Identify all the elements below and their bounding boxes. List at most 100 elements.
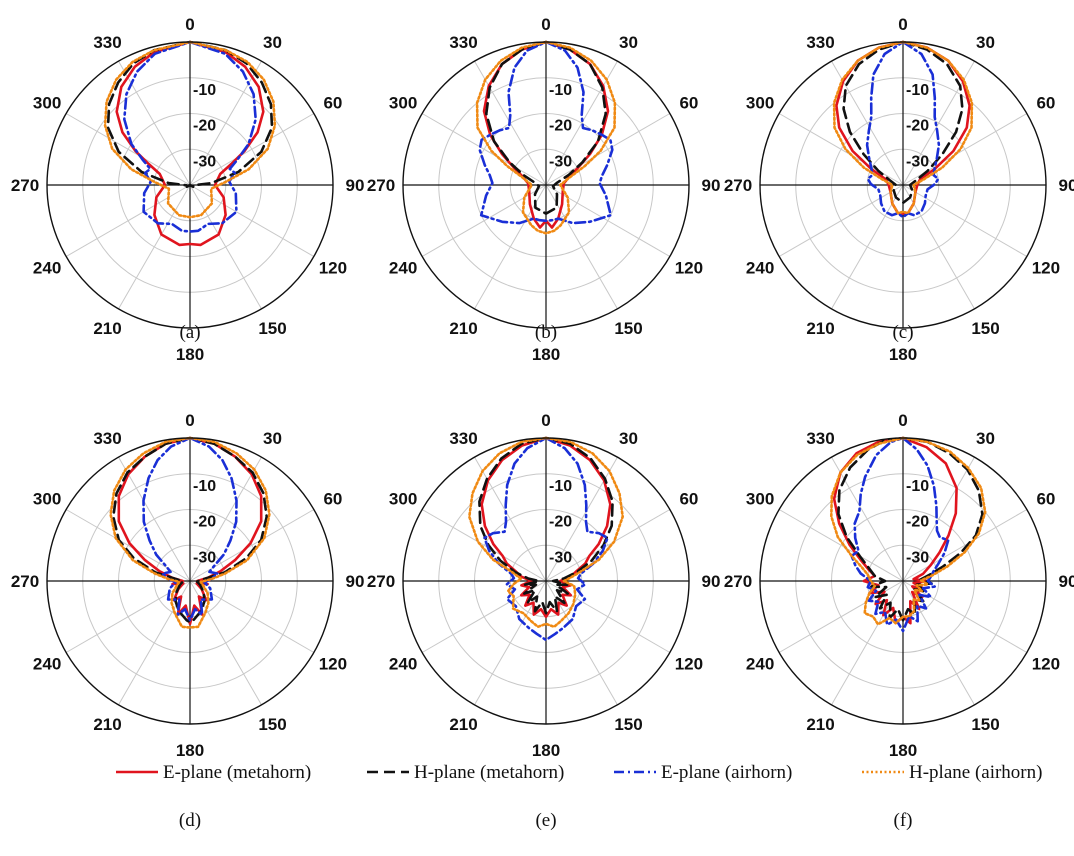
legend-label: E-plane (metahorn) — [163, 762, 311, 783]
angular-grid-line — [65, 113, 191, 186]
radial-tick-label: -10 — [906, 82, 929, 99]
angular-grid-line — [778, 184, 904, 257]
legend-label: H-plane (airhorn) — [909, 762, 1042, 783]
series-trace-h_air — [468, 436, 624, 629]
radial-tick-label: -30 — [549, 153, 572, 170]
series-trace-e_air — [478, 40, 614, 225]
polar-outer-circle — [46, 41, 334, 329]
angular-grid-line — [421, 184, 547, 257]
angle-tick-label: 330 — [806, 33, 834, 52]
angle-tick-label: 330 — [449, 429, 477, 448]
angle-tick-label: 150 — [258, 319, 286, 338]
angle-tick-label: 180 — [532, 741, 560, 760]
radial-tick-label: -10 — [549, 82, 572, 99]
series-trace-h_air — [103, 40, 277, 219]
angular-grid-line — [902, 184, 975, 310]
angle-tick-label: 0 — [541, 411, 550, 430]
angle-tick-label: 120 — [319, 655, 347, 674]
angle-tick-label: 240 — [389, 259, 417, 278]
angle-tick-label: 30 — [976, 429, 995, 448]
series-trace-e_meta — [115, 40, 265, 247]
angle-tick-label: 0 — [541, 15, 550, 34]
angle-tick-label: 60 — [323, 94, 342, 113]
angle-tick-label: 60 — [323, 490, 342, 509]
angle-tick-label: 150 — [614, 715, 642, 734]
radial-tick-label: -30 — [906, 153, 929, 170]
angle-tick-label: 0 — [185, 411, 194, 430]
series-trace-e_air — [850, 436, 950, 633]
series-trace-h_meta — [478, 436, 614, 615]
panel-label: (f) — [894, 810, 913, 831]
angle-tick-label: 180 — [176, 345, 204, 364]
angle-tick-label: 210 — [806, 319, 834, 338]
angular-grid-line — [189, 456, 262, 582]
angle-tick-label: 90 — [1059, 572, 1074, 591]
angle-tick-label: 330 — [93, 429, 121, 448]
series-trace-h_air — [475, 40, 617, 235]
polar-panel: 0 30 60 90 120 150 180 210 240 270 300 330 -10 -20 -30… — [11, 411, 365, 831]
angle-tick-label: 120 — [675, 655, 703, 674]
angle-tick-label: 210 — [93, 319, 121, 338]
radial-tick-label: -20 — [906, 514, 929, 531]
angular-grid-line — [545, 184, 618, 310]
angle-tick-label: 300 — [389, 94, 417, 113]
legend: E-plane (metahorn) H-plane (metahorn) E-pl… — [116, 762, 1042, 783]
angle-tick-label: 210 — [449, 715, 477, 734]
angle-tick-label: 150 — [614, 319, 642, 338]
radial-tick-label: -30 — [193, 153, 216, 170]
angle-tick-label: 180 — [889, 345, 917, 364]
angular-grid-line — [902, 580, 1028, 653]
angle-tick-label: 210 — [449, 319, 477, 338]
radial-tick-label: -20 — [906, 118, 929, 135]
angle-tick-label: 30 — [263, 33, 282, 52]
angle-tick-label: 60 — [1036, 94, 1055, 113]
angle-tick-label: 30 — [976, 33, 995, 52]
angle-tick-label: 270 — [11, 176, 39, 195]
panel-label: (c) — [892, 322, 913, 343]
angular-grid-line — [189, 184, 315, 257]
angle-tick-label: 210 — [806, 715, 834, 734]
angular-grid-line — [65, 184, 191, 257]
polar-outer-circle — [402, 41, 690, 329]
angle-tick-label: 120 — [319, 259, 347, 278]
radial-tick-label: -10 — [549, 478, 572, 495]
series-trace-h_air — [109, 436, 271, 629]
polar-outer-circle — [759, 41, 1047, 329]
angle-tick-label: 150 — [258, 715, 286, 734]
angular-grid-line — [189, 580, 315, 653]
angular-grid-line — [118, 60, 191, 186]
panel-label: (e) — [535, 810, 556, 831]
panel-label: (d) — [179, 810, 201, 831]
angle-tick-label: 240 — [746, 259, 774, 278]
angular-grid-line — [831, 184, 904, 310]
polar-outer-circle — [402, 437, 690, 725]
polar-outer-circle — [759, 437, 1047, 725]
angle-tick-label: 300 — [33, 94, 61, 113]
panel-label: (b) — [535, 322, 557, 343]
angular-grid-line — [778, 509, 904, 582]
polar-panel: 0 30 60 90 120 150 180 210 240 270 300 330 -10 -20 -30… — [367, 15, 721, 364]
angular-grid-line — [545, 580, 618, 706]
angle-tick-label: 90 — [346, 176, 365, 195]
radial-tick-label: -30 — [193, 549, 216, 566]
series-trace-e_meta — [480, 436, 612, 619]
angular-grid-line — [831, 456, 904, 582]
angle-tick-label: 240 — [33, 655, 61, 674]
legend-item-h_meta: H-plane (metahorn) — [367, 762, 564, 783]
angle-tick-label: 300 — [746, 94, 774, 113]
angle-tick-label: 270 — [367, 572, 395, 591]
angular-grid-line — [545, 60, 618, 186]
angle-tick-label: 180 — [889, 741, 917, 760]
polar-panel: 0 30 60 90 120 150 180 210 240 270 300 330 -10 -20 -30… — [367, 411, 721, 831]
angle-tick-label: 330 — [93, 33, 121, 52]
angle-tick-label: 30 — [619, 429, 638, 448]
angular-grid-line — [65, 580, 191, 653]
series-trace-h_meta — [485, 40, 607, 215]
angular-grid-line — [778, 113, 904, 186]
series-trace-e_air — [483, 436, 609, 642]
angular-grid-line — [474, 580, 547, 706]
radial-tick-label: -20 — [193, 118, 216, 135]
legend-label: E-plane (airhorn) — [661, 762, 792, 783]
angular-grid-line — [902, 184, 1028, 257]
